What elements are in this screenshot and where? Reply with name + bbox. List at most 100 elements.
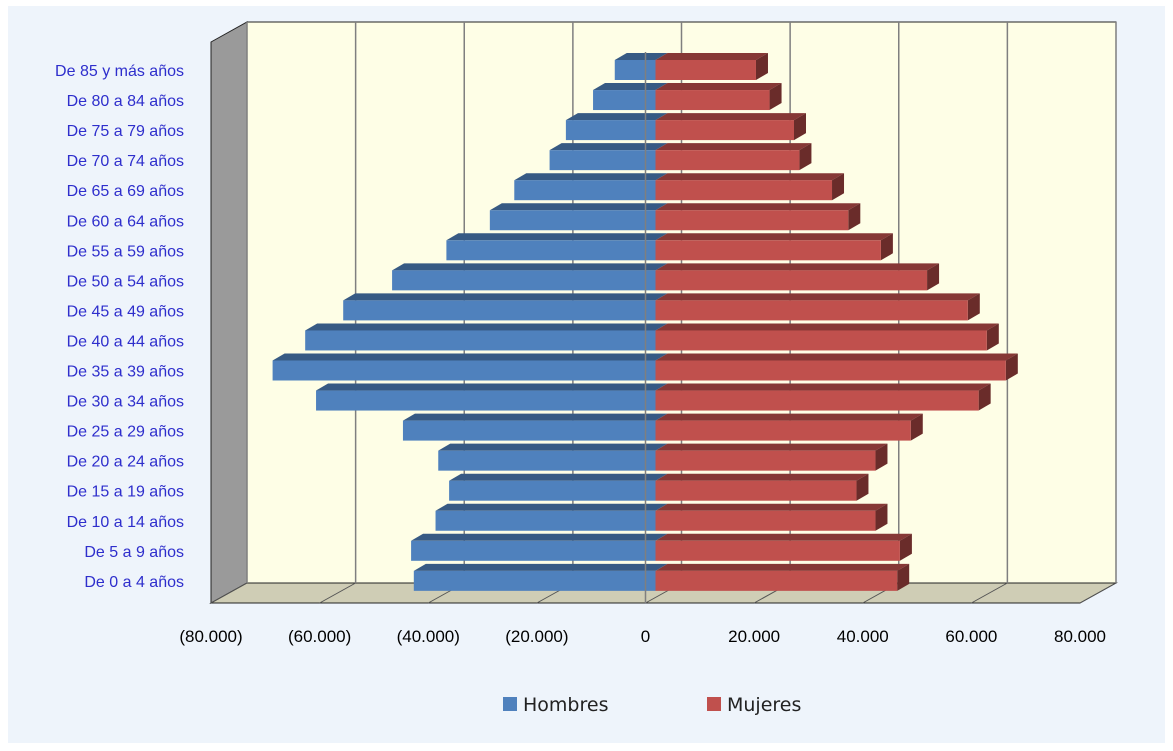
bar-end-face: [1005, 353, 1018, 381]
bar-front-face: [593, 90, 656, 111]
bar-front-face: [438, 450, 656, 471]
bar-front-face: [449, 480, 656, 501]
bar-front-face: [655, 450, 876, 471]
bar-mujeres-1: [655, 533, 912, 561]
bar-front-face: [655, 540, 900, 561]
bar-top-face: [514, 173, 668, 181]
bar-end-face: [880, 233, 893, 261]
category-label: De 10 a 14 años: [67, 514, 184, 531]
bar-top-face: [655, 53, 768, 60]
bar-front-face: [655, 390, 979, 411]
category-label: De 50 a 54 años: [67, 273, 184, 290]
bar-top-face: [655, 263, 940, 271]
bar-front-face: [655, 150, 800, 171]
legend: Hombres Mujeres: [503, 694, 801, 716]
bar-front-face: [655, 270, 928, 291]
bar-mujeres-8: [655, 323, 999, 351]
category-label: De 65 a 69 años: [67, 183, 184, 200]
legend-swatch: [707, 697, 721, 711]
x-tick-label: 20.000: [728, 627, 780, 646]
bar-mujeres-10: [655, 263, 940, 291]
bar-top-face: [655, 473, 869, 481]
bar-top-face: [392, 263, 668, 271]
bar-end-face: [897, 563, 910, 591]
bar-hombres-15: [565, 113, 668, 141]
bar-top-face: [316, 383, 668, 391]
bar-top-face: [438, 443, 668, 451]
category-label: De 20 a 24 años: [67, 454, 184, 471]
bar-front-face: [489, 210, 656, 231]
bar-hombres-7: [272, 353, 668, 381]
legend-item-mujeres: Mujeres: [707, 694, 801, 716]
bar-top-face: [655, 203, 861, 211]
bar-mujeres-11: [655, 233, 893, 261]
bar-front-face: [305, 330, 656, 351]
legend-label: Hombres: [523, 694, 608, 716]
category-labels: De 0 a 4 años De 5 a 9 años De 10 a 14 año…: [55, 63, 184, 591]
bar-end-face: [875, 443, 888, 471]
category-label: De 75 a 79 años: [67, 123, 184, 140]
bar-hombres-12: [489, 203, 668, 231]
bar-front-face: [655, 240, 881, 261]
bar-hombres-5: [402, 413, 668, 441]
bar-top-face: [435, 503, 668, 511]
bar-mujeres-0: [655, 563, 910, 591]
x-tick-label: 40.000: [837, 627, 889, 646]
bar-top-face: [655, 563, 910, 571]
bar-hombres-3: [449, 473, 668, 501]
legend-label: Mujeres: [727, 694, 801, 716]
bar-mujeres-6: [655, 383, 991, 411]
bar-mujeres-3: [655, 473, 869, 501]
bar-top-face: [655, 353, 1018, 361]
category-label: De 0 a 4 años: [84, 574, 184, 591]
bar-top-face: [655, 323, 999, 331]
bar-end-face: [986, 323, 999, 351]
legend-item-hombres: Hombres: [503, 694, 608, 716]
bar-top-face: [655, 173, 845, 181]
bar-end-face: [769, 83, 782, 111]
bar-mujeres-17: [655, 53, 768, 80]
bar-top-face: [655, 533, 912, 541]
bar-front-face: [655, 60, 756, 80]
bar-hombres-10: [392, 263, 668, 291]
bar-hombres-9: [343, 293, 668, 321]
bar-end-face: [799, 143, 812, 171]
bar-front-face: [402, 420, 656, 441]
gridline-floor: [210, 582, 248, 604]
gridline-floor: [319, 582, 356, 604]
bar-hombres-8: [305, 323, 668, 351]
bar-mujeres-5: [655, 413, 923, 441]
bar-end-face: [899, 533, 912, 561]
bar-front-face: [411, 540, 656, 561]
bar-front-face: [655, 480, 857, 501]
legend-swatch: [503, 697, 517, 711]
gridline-floor: [971, 582, 1008, 604]
bar-mujeres-4: [655, 443, 888, 471]
side-wall: [210, 21, 248, 604]
bar-end-face: [875, 503, 888, 531]
x-tick-label: 60.000: [945, 627, 997, 646]
category-label: De 5 a 9 años: [84, 544, 184, 561]
bar-top-face: [593, 83, 668, 91]
bar-mujeres-14: [655, 143, 812, 171]
bar-hombres-16: [593, 83, 668, 111]
bar-mujeres-15: [655, 113, 806, 141]
category-label: De 70 a 74 años: [67, 153, 184, 170]
bar-top-face: [655, 113, 806, 121]
bar-front-face: [435, 510, 656, 531]
bar-mujeres-12: [655, 203, 861, 231]
bar-front-face: [655, 210, 849, 231]
bar-top-face: [446, 233, 668, 241]
bar-mujeres-7: [655, 353, 1018, 381]
bar-hombres-2: [435, 503, 668, 531]
bar-front-face: [655, 90, 770, 111]
category-label: De 25 a 29 años: [67, 424, 184, 441]
bar-front-face: [549, 150, 656, 171]
bar-top-face: [565, 113, 668, 121]
bar-top-face: [614, 53, 668, 60]
bar-hombres-1: [411, 533, 668, 561]
bar-end-face: [755, 53, 768, 80]
bar-front-face: [446, 240, 656, 261]
chart-bars: [272, 52, 1018, 603]
x-tick-label: (60.000): [288, 627, 351, 646]
